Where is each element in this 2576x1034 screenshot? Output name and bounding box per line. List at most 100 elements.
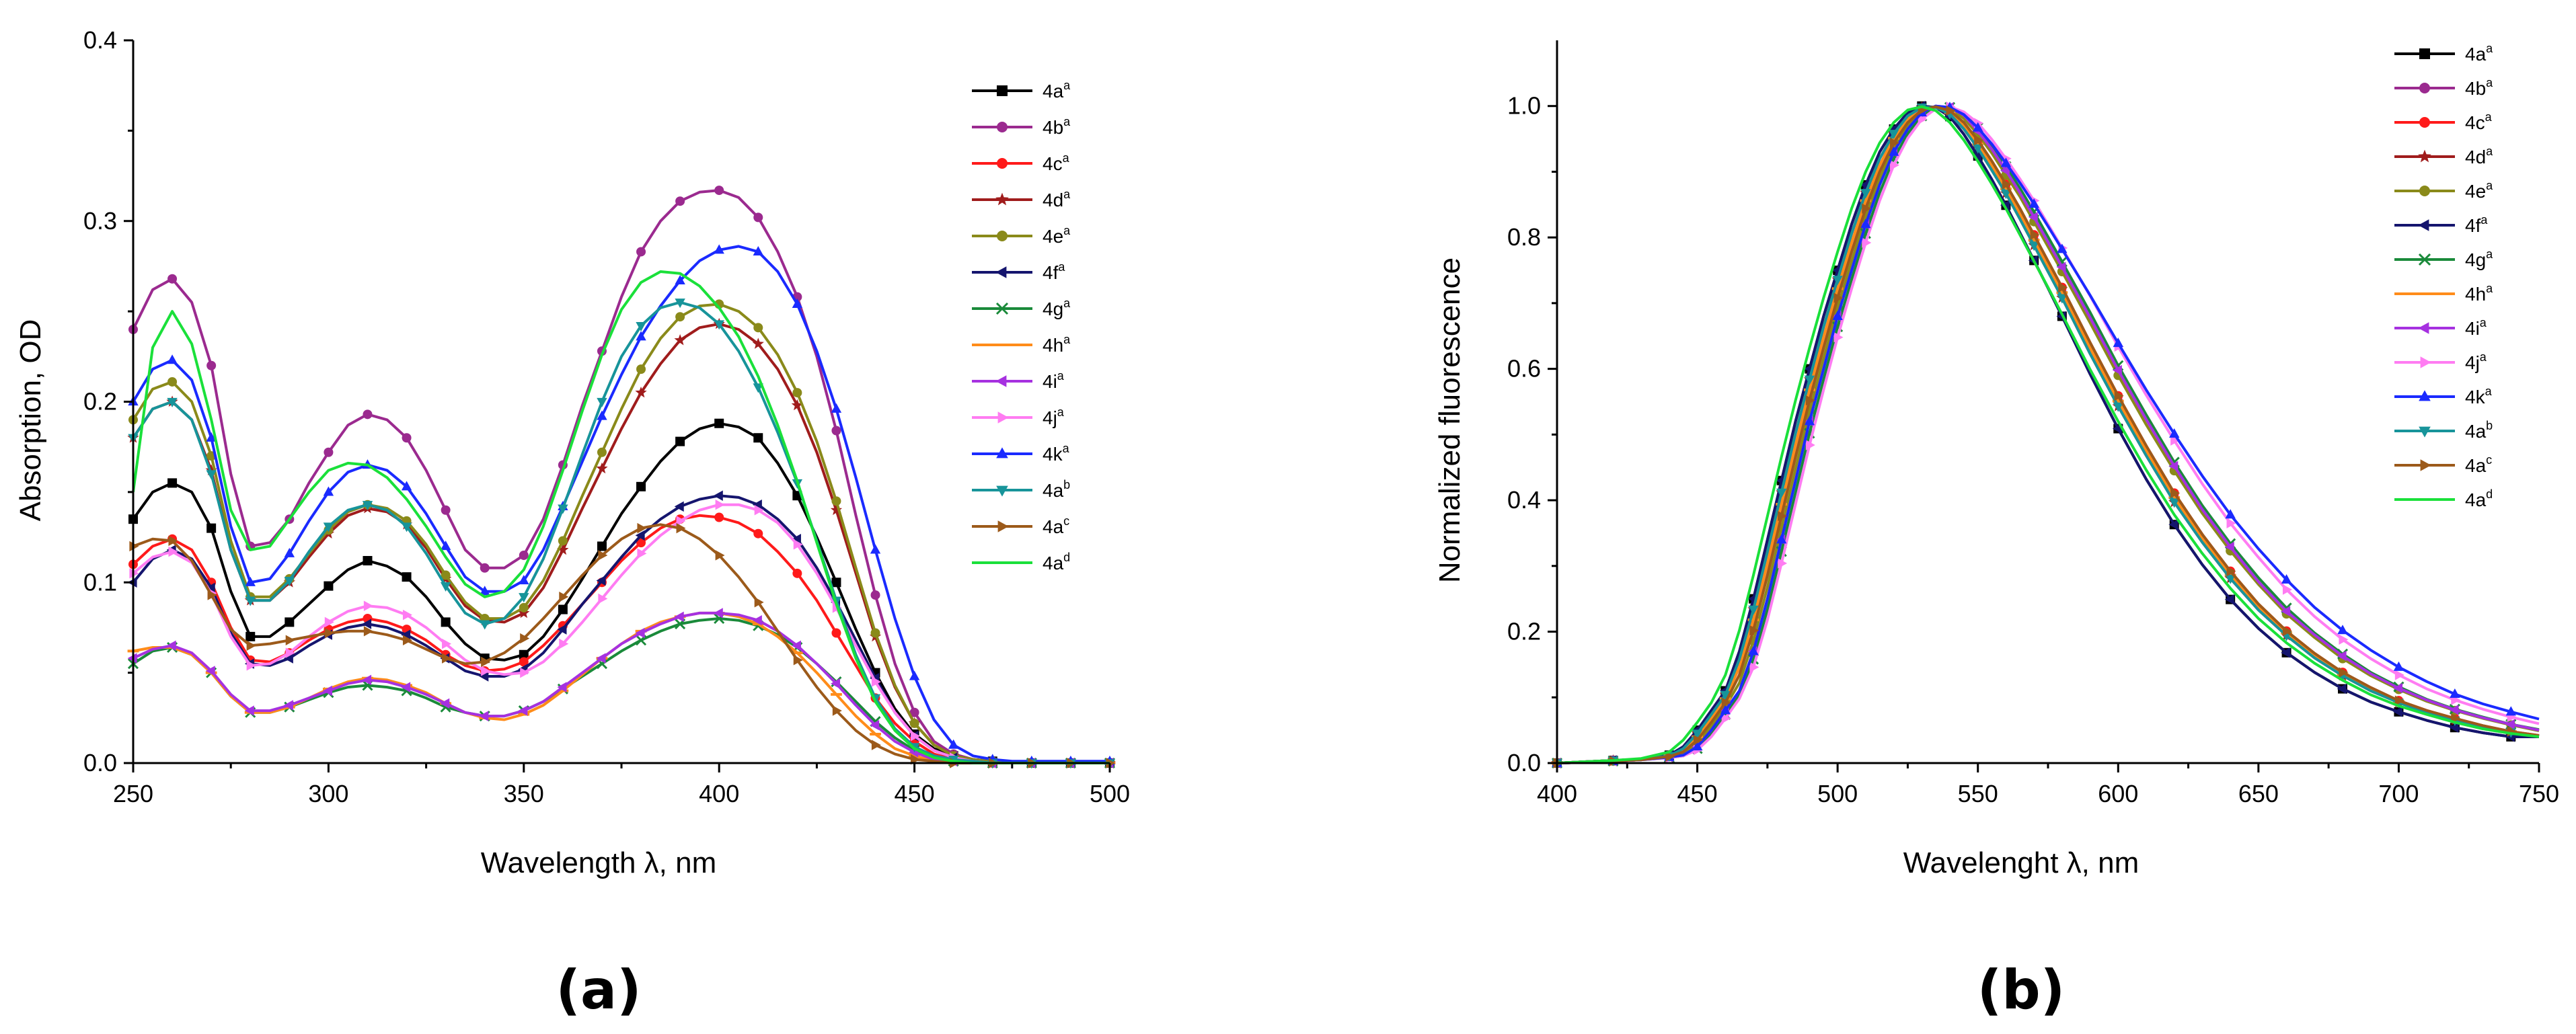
chart-b-y-tick-label: 0.2 xyxy=(1507,618,1541,645)
chart-b-legend-label: 4ha xyxy=(2465,282,2493,305)
chart-a-data-point xyxy=(168,535,178,547)
chart-b-data-point xyxy=(2168,461,2179,471)
chart-a-data-point xyxy=(676,516,686,526)
chart-a-series-line xyxy=(132,245,1110,763)
chart-b-data-point xyxy=(1805,395,1815,406)
chart-b-legend-sup: a xyxy=(2480,213,2488,227)
chart-a-legend-label: 4aa xyxy=(1043,79,1071,102)
chart-a-data-point xyxy=(715,499,725,510)
chart-b-legend-sup: a xyxy=(2486,42,2493,55)
chart-b-series-4g-a xyxy=(1551,102,2540,769)
chart-a-legend-label: 4ga xyxy=(1043,296,1071,319)
chart-b-data-point xyxy=(1748,645,1759,655)
chart-a-data-point xyxy=(246,640,256,651)
chart-b-data-point xyxy=(2226,518,2236,528)
chart-b-legend-name: 4b xyxy=(2465,78,2486,99)
chart-b-data-point xyxy=(1693,735,1703,746)
chart-b-data-point xyxy=(1720,690,1731,701)
chart-a-legend-sup: a xyxy=(1063,115,1071,128)
chart-b-data-point xyxy=(1776,534,1787,544)
chart-b-data-point xyxy=(2337,683,2347,694)
chart-b-data-point xyxy=(1862,237,1872,248)
chart-b-legend-name: 4k xyxy=(2465,387,2486,407)
chart-a-data-point xyxy=(674,611,684,623)
chart-a-data-point xyxy=(363,626,373,637)
chart-b-data-point xyxy=(2281,573,2292,584)
chart-a-data-point xyxy=(207,590,217,600)
chart-a-data-point xyxy=(557,682,567,692)
chart-b-series-4a-a xyxy=(1552,101,2539,768)
chart-a-data-point xyxy=(832,705,842,716)
chart-b-y-tick-label: 1.0 xyxy=(1507,92,1541,120)
chart-a-data-point xyxy=(167,397,178,407)
chart-a-legend-marker xyxy=(995,266,1007,278)
chart-b-series-line xyxy=(1556,106,2540,764)
chart-b-x-ticks: 400 450 500 550 600 650 700 750 xyxy=(1537,763,2559,807)
chart-a-series-4b-a xyxy=(128,186,1114,768)
chart-b-data-point xyxy=(2394,670,2404,680)
chart-b-series-line xyxy=(1556,106,2540,764)
chart-b-data-point xyxy=(1721,697,1731,708)
chart-a-data-point xyxy=(597,397,607,407)
chart-b-legend-item: 4ba xyxy=(2394,76,2493,99)
chart-a-data-point xyxy=(714,320,724,330)
chart-b-legend-name: 4a xyxy=(2465,455,2487,476)
chart-a-data-point xyxy=(792,298,803,308)
chart-b-data-point xyxy=(1692,741,1703,751)
chart-b-series-line xyxy=(1556,105,2540,764)
chart-b-legend-item: 4ab xyxy=(2394,419,2493,442)
chart-b-series-line xyxy=(1556,104,2539,764)
chart-b-legend-label: 4ka xyxy=(2465,385,2493,407)
chart-b-series-line xyxy=(1556,105,2540,764)
chart-b-data-point xyxy=(2225,574,2236,584)
chart-a-legend-item: 4ea xyxy=(972,224,1071,247)
chart-a-data-point xyxy=(714,244,724,254)
chart-b-data-point xyxy=(2339,667,2349,678)
chart-a-legend-item: 4ha xyxy=(972,333,1071,356)
chart-a-legend-name: 4e xyxy=(1043,226,1063,247)
chart-a-series-4c-a xyxy=(128,512,1114,768)
chart-a-data-point xyxy=(520,633,530,644)
chart-b-legend-marker xyxy=(2418,149,2431,163)
chart-a-data-point xyxy=(205,666,215,676)
chart-a-legend-marker xyxy=(997,231,1008,241)
chart-a-data-point xyxy=(791,534,801,545)
chart-a-legend-label: 4ca xyxy=(1043,151,1070,174)
chart-a-data-point xyxy=(831,426,841,436)
chart-b-data-point xyxy=(2056,262,2066,272)
chart-a-data-point xyxy=(519,649,529,660)
chart-a-legend-name: 4g xyxy=(1043,299,1063,319)
chart-a-x-tick-label: 450 xyxy=(895,780,935,807)
chart-a-data-point xyxy=(284,547,295,557)
chart-a-legend-sup: c xyxy=(1063,514,1069,528)
chart-a-y-tick-label: 0.0 xyxy=(83,749,117,777)
chart-b-data-point xyxy=(2281,647,2291,658)
chart-a-data-point xyxy=(636,364,646,374)
chart-a-data-point xyxy=(440,541,451,551)
chart-b-data-point xyxy=(2505,719,2515,730)
chart-b-x-tick-label: 650 xyxy=(2238,780,2279,807)
chart-a-data-point xyxy=(753,212,763,223)
chart-a-y-tick-label: 0.4 xyxy=(83,26,117,54)
chart-a-legend-item: 4ad xyxy=(972,551,1070,573)
chart-a-legend-label: 4ea xyxy=(1043,224,1071,247)
chart-a-data-point xyxy=(871,740,881,750)
chart-b-data-point xyxy=(2282,625,2292,637)
chart-b-x-tick-label: 550 xyxy=(1958,780,1998,807)
chart-a-data-point xyxy=(675,312,685,322)
chart-b-legend-name: 4j xyxy=(2465,352,2480,373)
chart-a-legend-sup: a xyxy=(1063,188,1071,201)
chart-b-data-point xyxy=(2449,722,2459,733)
chart-a-data-point xyxy=(911,754,920,765)
chart-a-data-point xyxy=(362,501,373,511)
chart-b-data-point xyxy=(1918,114,1928,124)
chart-a-data-point xyxy=(323,486,334,496)
chart-b-series-4e-a xyxy=(1552,104,2540,768)
chart-a-legend-item: 4aa xyxy=(972,79,1071,102)
chart-b-legend-sup: a xyxy=(2485,385,2493,398)
chart-a-legend: 4aa4ba4ca4da4ea4fa4ga4ha4ia4ja4ka4ab4ac4… xyxy=(972,79,1071,573)
chart-b-data-point xyxy=(2394,695,2404,706)
chart-a-data-point xyxy=(205,582,215,594)
chart-b-legend-label: 4fa xyxy=(2465,213,2488,236)
chart-a-legend-name: 4a xyxy=(1043,516,1064,537)
